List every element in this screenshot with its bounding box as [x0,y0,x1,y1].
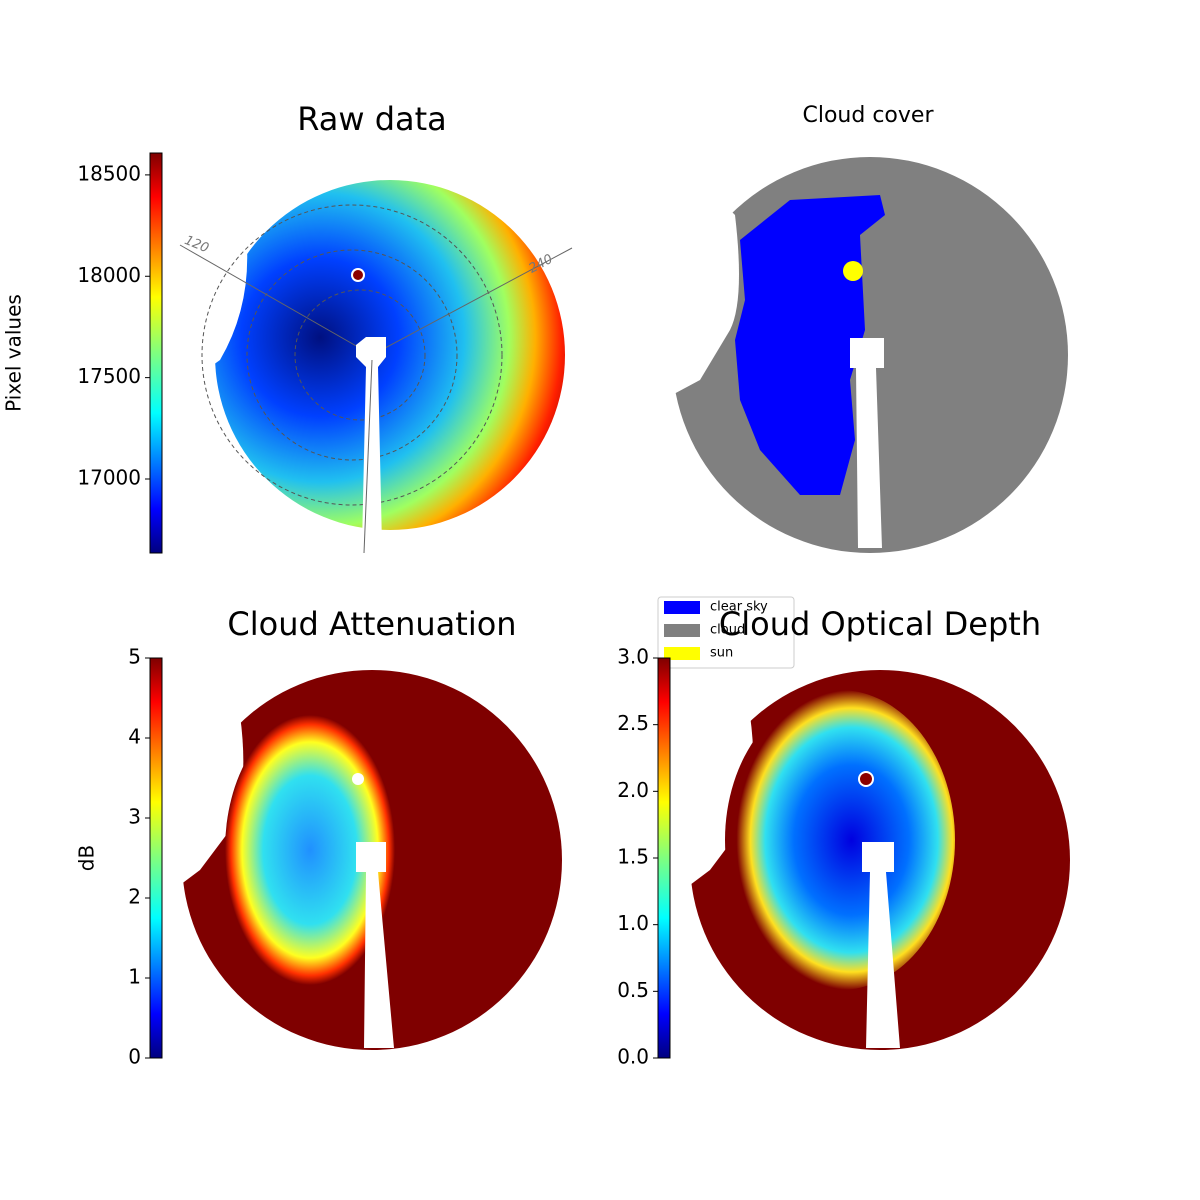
panel-title: Cloud Attenuation [227,605,516,643]
colorbar-tick-label: 1.5 [617,845,649,869]
optical-depth-image [670,670,1070,1050]
colorbar [149,657,163,1059]
colorbar-tick-label: 3 [128,805,141,829]
colorbar-tick-label: 17500 [77,364,141,388]
panel-title: Raw data [297,100,447,138]
colorbar-tick-label: 1.0 [617,911,649,935]
colorbar [149,152,163,554]
legend-label: sun [710,646,733,661]
colorbar-tick-label: 0 [128,1045,141,1069]
colorbar-tick-label: 17000 [77,466,141,490]
colorbar-tick-label: 0.5 [617,978,649,1002]
colorbar-tick-label: 3.0 [617,645,649,669]
colorbar-tick-label: 1 [128,965,141,989]
legend-swatch [664,647,700,660]
panel-title: Cloud cover [803,103,935,128]
colorbar-label: Pixel values [2,294,26,412]
legend-label: clear sky [710,600,768,615]
colorbar-tick-label: 18500 [77,161,141,185]
legend-swatch [664,601,700,614]
panel-title: Cloud Optical Depth [719,605,1041,643]
colorbar-tick-label: 2.0 [617,778,649,802]
colorbar-label: dB [75,845,99,871]
colorbar [657,657,671,1059]
colorbar-tick-label: 4 [128,725,141,749]
colorbar-tick-label: 5 [128,645,141,669]
colorbar-tick-label: 18000 [77,263,141,287]
raw-image [160,180,573,554]
colorbar-tick-label: 0.0 [617,1045,649,1069]
colorbar-tick-label: 2 [128,885,141,909]
legend-swatch [664,624,700,637]
cloud-mask [650,157,1068,553]
attenuation-image [160,670,562,1050]
legend-label: cloud [710,623,745,638]
colorbar-tick-label: 2.5 [617,711,649,735]
